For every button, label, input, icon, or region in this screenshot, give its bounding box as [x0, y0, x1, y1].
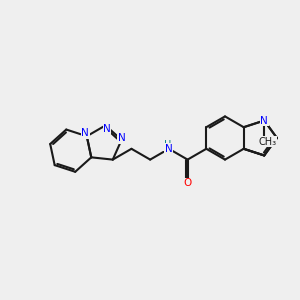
Text: O: O — [184, 178, 192, 188]
Text: H: H — [164, 140, 171, 150]
Text: N: N — [165, 144, 173, 154]
Text: N: N — [81, 128, 89, 138]
Text: N: N — [103, 124, 111, 134]
Text: N: N — [118, 134, 125, 143]
Text: N: N — [260, 116, 268, 125]
Text: CH₃: CH₃ — [259, 137, 277, 147]
